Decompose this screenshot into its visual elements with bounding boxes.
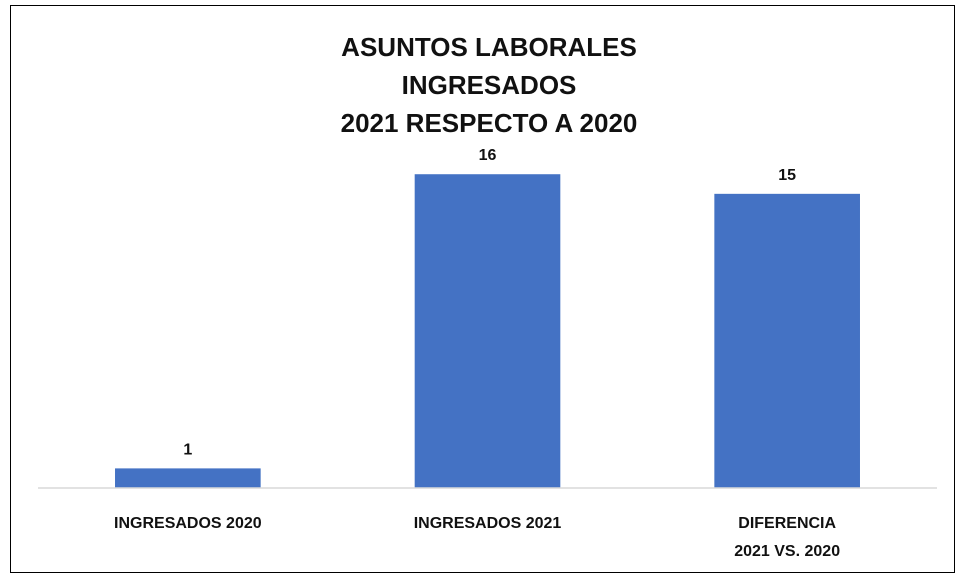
x-tick-label: INGRESADOS 2021 — [413, 515, 562, 532]
bar — [414, 174, 561, 488]
bar — [714, 193, 860, 489]
data-label: 15 — [778, 167, 796, 184]
data-label: 1 — [183, 441, 192, 458]
chart-title: ASUNTOS LABORALES INGRESADOS 2021 RESPEC… — [340, 32, 638, 138]
x-tick-label: DIFERENCIA 2021 VS. 2020 — [734, 515, 841, 560]
data-label: 16 — [479, 147, 497, 164]
chart-frame — [10, 5, 955, 573]
x-tick-label: INGRESADOS 2020 — [114, 515, 262, 532]
bar — [115, 468, 261, 488]
